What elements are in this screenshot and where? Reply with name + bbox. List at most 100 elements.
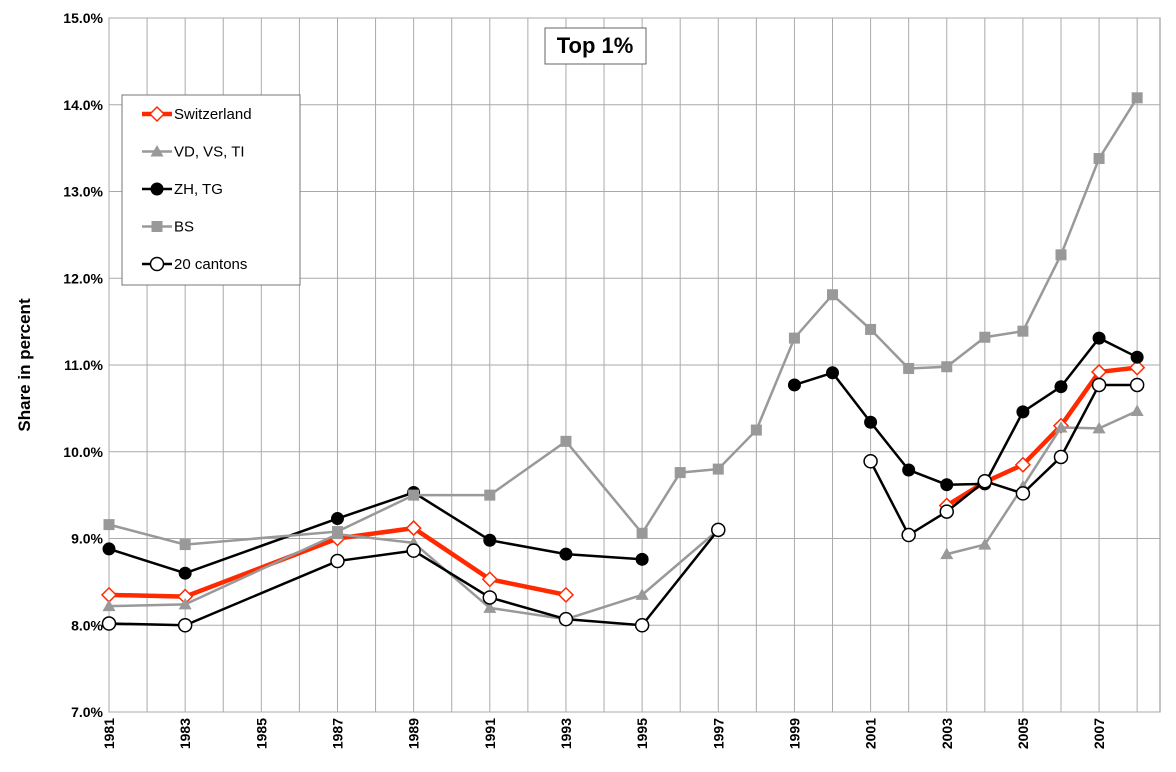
marker (331, 526, 343, 538)
marker (151, 221, 163, 232)
marker (178, 566, 192, 580)
y-tick-label: 11.0% (64, 357, 103, 373)
marker (330, 553, 345, 569)
marker (1129, 377, 1145, 393)
y-tick-label: 15.0% (63, 10, 103, 26)
marker (1130, 350, 1144, 364)
marker (1016, 405, 1030, 419)
legend-label: BS (174, 219, 194, 236)
marker (1092, 331, 1106, 345)
series-line (108, 383, 1138, 627)
marker (484, 489, 496, 501)
x-tick-label: 1985 (253, 718, 269, 749)
legend-label: Switzerland (174, 106, 252, 123)
x-tick-label: 2003 (939, 718, 955, 749)
marker (903, 362, 915, 374)
y-tick-label: 8.0% (71, 617, 103, 633)
marker (1054, 420, 1068, 433)
x-tick-label: 1987 (329, 718, 345, 749)
marker (978, 538, 992, 550)
marker (941, 361, 953, 373)
marker (902, 463, 916, 477)
x-tick-label: 1989 (406, 718, 422, 749)
marker (330, 512, 344, 526)
y-tick-label: 10.0% (63, 444, 103, 460)
legend-label: 20 cantons (174, 256, 247, 273)
series-line (108, 97, 1139, 546)
marker (483, 601, 497, 613)
y-tick-label: 12.0% (63, 270, 103, 286)
marker (940, 547, 954, 560)
marker (635, 552, 649, 566)
marker (712, 463, 724, 475)
marker (1093, 153, 1105, 165)
marker (750, 424, 762, 436)
marker (863, 454, 878, 469)
marker (481, 571, 498, 588)
marker (101, 616, 117, 631)
x-tick-label: 2007 (1091, 718, 1107, 749)
marker (150, 145, 164, 157)
marker (1014, 456, 1031, 473)
marker (674, 467, 686, 479)
marker (787, 378, 801, 392)
legend-label: ZH, TG (174, 181, 223, 198)
marker (405, 520, 422, 537)
marker (103, 519, 115, 531)
y-axis-label: Share in percent (15, 298, 34, 432)
marker (149, 256, 165, 272)
y-tick-label: 9.0% (71, 531, 103, 547)
x-tick-label: 1983 (177, 718, 193, 749)
marker (827, 289, 839, 301)
marker (901, 527, 916, 543)
marker (150, 182, 164, 196)
marker (1053, 449, 1069, 465)
marker (148, 105, 166, 123)
marker (1130, 404, 1144, 416)
marker (558, 611, 574, 627)
marker (1054, 380, 1068, 394)
x-tick-label: 2005 (1015, 718, 1031, 749)
marker (864, 415, 878, 429)
marker (1131, 92, 1143, 104)
marker (408, 489, 420, 501)
marker (1092, 421, 1106, 434)
marker (636, 527, 648, 539)
y-tick-label: 14.0% (63, 97, 103, 113)
marker (634, 618, 650, 633)
chart-title: Top 1% (557, 33, 634, 58)
marker (177, 618, 193, 633)
marker (979, 331, 991, 343)
marker (483, 533, 497, 547)
marker (1129, 359, 1146, 376)
marker (865, 323, 877, 335)
marker (102, 542, 116, 556)
marker (557, 586, 575, 603)
marker (406, 543, 421, 558)
y-tick-label: 7.0% (71, 704, 103, 720)
marker (826, 366, 840, 380)
marker (559, 547, 573, 561)
marker (939, 504, 955, 519)
marker (482, 590, 498, 605)
x-tick-label: 1995 (634, 718, 650, 749)
marker (940, 478, 954, 492)
marker (1015, 486, 1031, 501)
marker (977, 473, 993, 489)
marker (788, 332, 800, 344)
marker (102, 599, 116, 612)
title-box (544, 27, 647, 65)
x-tick-label: 1981 (101, 718, 117, 749)
marker (711, 522, 726, 538)
marker (1017, 325, 1029, 337)
marker (178, 597, 192, 610)
x-tick-label: 1991 (482, 718, 498, 749)
marker (1055, 249, 1067, 261)
x-tick-label: 1993 (558, 718, 574, 749)
x-tick-label: 2001 (863, 718, 879, 749)
y-tick-label: 13.0% (63, 184, 103, 200)
x-tick-label: 1997 (710, 718, 726, 749)
marker (635, 588, 649, 600)
marker (1091, 377, 1107, 393)
